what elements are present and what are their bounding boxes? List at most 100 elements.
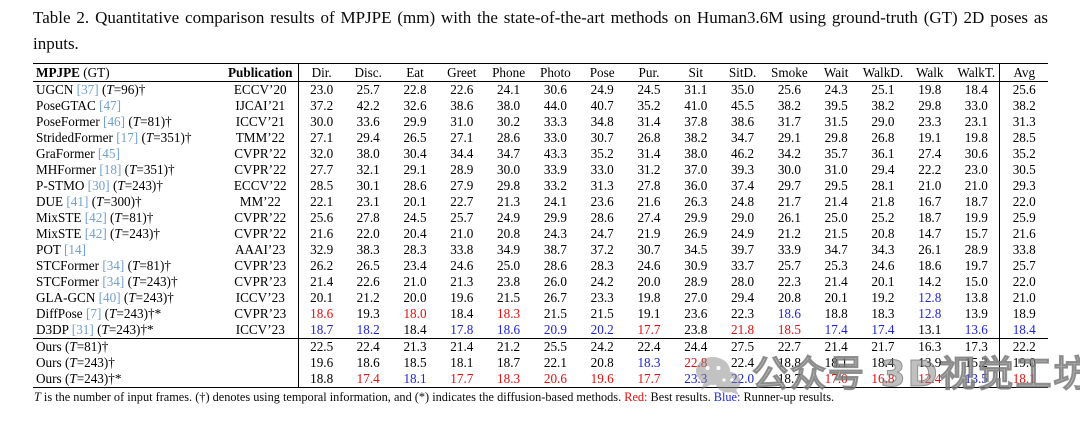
mpjpe-value: 37.2 [310, 98, 334, 113]
mpjpe-value: 38.7 [543, 242, 567, 257]
mpjpe-value: 26.2 [310, 258, 334, 273]
mpjpe-value: 34.5 [684, 242, 708, 257]
mpjpe-value: 21.6 [637, 194, 661, 209]
mpjpe-value: 15.2 [964, 355, 988, 370]
mpjpe-value: 30.6 [964, 146, 988, 161]
mpjpe-value: 29.0 [731, 210, 755, 225]
mpjpe-value: 33.8 [450, 242, 474, 257]
col-header-eat: Eat [391, 63, 439, 82]
mpjpe-value: 21.5 [824, 226, 848, 241]
mpjpe-value: 33.2 [543, 178, 567, 193]
mpjpe-value: 21.3 [450, 274, 474, 289]
mpjpe-value: 17.4 [356, 371, 380, 386]
publication-venue [223, 355, 299, 371]
mpjpe-value: 26.8 [637, 130, 661, 145]
mpjpe-value: 28.9 [450, 162, 474, 177]
mpjpe-value: 28.5 [310, 178, 334, 193]
publication-venue [223, 338, 299, 355]
mpjpe-value: 25.5 [531, 338, 579, 355]
mpjpe-value: 24.4 [672, 338, 720, 355]
publication-venue: CVPR’23 [223, 274, 299, 290]
citation-ref: [14] [63, 242, 86, 257]
mpjpe-value: 23.3 [590, 290, 614, 305]
mpjpe-value: 18.6 [356, 355, 380, 370]
citation-ref: [46] [103, 114, 126, 129]
mpjpe-value: 18.4 [999, 322, 1048, 339]
mpjpe-value: 24.3 [824, 82, 848, 97]
citation-ref: [18] [99, 162, 122, 177]
col-header-walkt: WalkT. [953, 63, 1000, 82]
methods-section: UGCN [37] (T=96)† ECCV’20 23.0 25.7 22.8 22.6… [33, 81, 1048, 339]
mpjpe-value: 38.0 [497, 98, 521, 113]
mpjpe-value: 26.1 [918, 242, 942, 257]
mpjpe-value: 17.8 [450, 322, 474, 337]
mpjpe-value: 20.0 [403, 290, 427, 305]
mpjpe-value: 27.1 [450, 130, 474, 145]
publication-venue: CVPR’22 [223, 210, 299, 226]
col-header-pose: Pose [578, 63, 626, 82]
mpjpe-value: 27.7 [310, 162, 334, 177]
method-row: DUE [41] (T=300)† MM’22 22.1 23.1 20.1 22.7 21… [33, 194, 1048, 210]
mpjpe-value: 19.6 [590, 371, 614, 386]
mpjpe-value: 29.4 [731, 290, 755, 305]
publication-venue: IJCAI’21 [223, 98, 299, 114]
mpjpe-value: 18.6 [310, 306, 334, 321]
method-row: StridedFormer [17] (T=351)† TMM’22 27.1 29.… [33, 130, 1048, 146]
mpjpe-value: 17.4 [824, 322, 848, 337]
mpjpe-value: 27.1 [310, 130, 334, 145]
mpjpe-value: 17.0 [824, 371, 848, 386]
mpjpe-value: 22.2 [999, 338, 1048, 355]
mpjpe-value: 27.4 [637, 210, 661, 225]
mpjpe-value: 22.4 [731, 355, 755, 370]
mpjpe-value: 20.1 [310, 290, 334, 305]
footnote-text: is the number of input frames. (†) denot… [40, 390, 625, 404]
mpjpe-value: 19.8 [637, 290, 661, 305]
mpjpe-value: 23.1 [964, 114, 988, 129]
method-name: MixSTE [42] (T=243)† [36, 226, 160, 241]
mpjpe-value: 25.6 [310, 210, 334, 225]
method-row: MHFormer [18] (T=351)† CVPR’22 27.7 32.1 29.… [33, 162, 1048, 178]
mpjpe-value: 21.0 [450, 226, 474, 241]
mpjpe-value: 33.3 [543, 114, 567, 129]
mpjpe-value: 19.1 [918, 130, 942, 145]
mpjpe-value: 29.9 [684, 210, 708, 225]
mpjpe-value: 17.4 [871, 322, 895, 337]
method-name: PoseFormer [46] (T=81)† [36, 114, 172, 129]
method-name: POT [14] [36, 242, 86, 257]
citation-ref: [42] [84, 210, 107, 225]
mpjpe-value: 24.9 [497, 210, 521, 225]
mpjpe-value: 21.4 [812, 338, 860, 355]
mpjpe-value: 33.9 [543, 162, 567, 177]
mpjpe-value: 39.3 [731, 162, 755, 177]
mpjpe-value: 19.6 [450, 290, 474, 305]
mpjpe-value: 21.9 [637, 226, 661, 241]
mpjpe-value: 18.7 [777, 371, 801, 386]
mpjpe-value: 22.8 [684, 355, 708, 370]
mpjpe-value: 13.1 [918, 322, 942, 337]
mpjpe-value: 24.2 [578, 338, 626, 355]
mpjpe-value: 18.9 [999, 306, 1048, 322]
col-header-walkd: WalkD. [859, 63, 907, 82]
mpjpe-value: 21.5 [590, 306, 614, 321]
mpjpe-value: 31.3 [999, 114, 1048, 130]
mpjpe-value: 31.4 [637, 114, 661, 129]
mpjpe-value: 33.8 [999, 242, 1048, 258]
citation-ref: [42] [84, 226, 107, 241]
publication-venue: AAAI’23 [223, 242, 299, 258]
mpjpe-value: 24.6 [450, 258, 474, 273]
paper-page: Table 2. Quantitative comparison results … [33, 8, 1048, 404]
mpjpe-value: 29.4 [871, 162, 895, 177]
mpjpe-value: 29.1 [403, 162, 427, 177]
mpjpe-value: 29.7 [777, 178, 801, 193]
mpjpe-value: 21.2 [777, 226, 801, 241]
mpjpe-value: 18.7 [497, 355, 521, 370]
mpjpe-value: 21.2 [356, 290, 380, 305]
col-header-pur: Pur. [625, 63, 673, 82]
mpjpe-value: 22.7 [450, 194, 474, 209]
publication-venue: MM’22 [223, 194, 299, 210]
mpjpe-value: 19.6 [310, 355, 334, 370]
mpjpe-value: 12.4 [918, 371, 942, 386]
mpjpe-value: 18.6 [918, 258, 942, 273]
mpjpe-value: 37.8 [684, 114, 708, 129]
mpjpe-value: 29.8 [918, 98, 942, 113]
